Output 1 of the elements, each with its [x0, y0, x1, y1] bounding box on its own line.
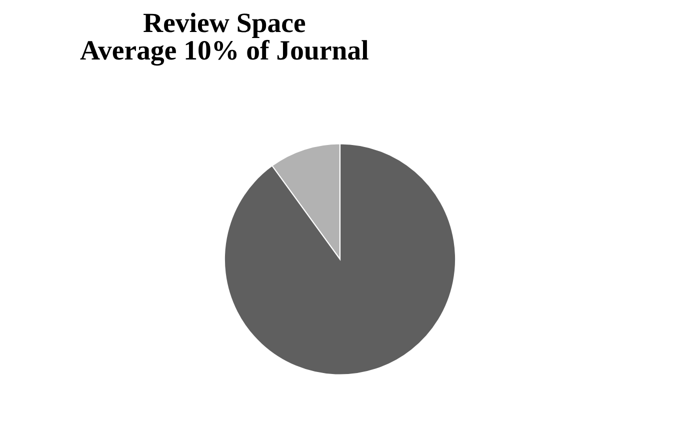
- chart-title: Review Space Average 10% of Journal: [80, 12, 368, 66]
